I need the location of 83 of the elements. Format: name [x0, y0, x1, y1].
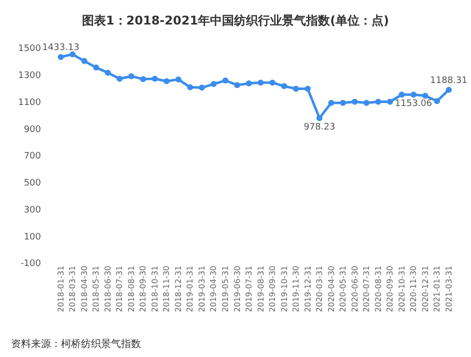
point: [316, 115, 322, 122]
point: [70, 51, 76, 58]
x-tick-label: 2021-01-31: [432, 266, 442, 312]
point: [352, 98, 358, 105]
x-tick-label: 2020-03-31: [315, 266, 324, 312]
point: [222, 78, 228, 84]
data-label: 1153.06: [394, 99, 432, 110]
point: [210, 81, 217, 88]
x-tick-label: 2019-04-30: [209, 266, 218, 312]
x-tick-label: 2020-07-31: [362, 266, 372, 312]
point: [422, 92, 428, 99]
point: [187, 84, 194, 90]
point: [234, 82, 240, 88]
point: [246, 80, 252, 86]
point: [128, 73, 134, 80]
point: [104, 70, 111, 76]
point: [58, 54, 64, 60]
x-tick-label: 2018-05-31: [92, 266, 101, 312]
point: [398, 92, 405, 98]
point: [164, 78, 170, 84]
point: [81, 58, 88, 64]
point: [116, 76, 123, 82]
x-tick-label: 2019-10-31: [280, 266, 289, 312]
y-tick-label: 500: [24, 178, 42, 189]
x-tick-label: 2018-06-30: [103, 266, 112, 312]
point: [258, 80, 264, 86]
y-tick-label: 700: [24, 152, 42, 162]
y-tick-label: 300: [24, 205, 42, 216]
y-tick-label: 1500: [18, 44, 42, 54]
point: [340, 100, 346, 106]
x-tick-label: 2020-05-31: [338, 266, 348, 312]
x-tick-label: 2019-11-30: [292, 266, 301, 312]
x-tick-label: 2019-09-30: [268, 266, 278, 312]
point: [281, 83, 288, 90]
x-tick-label: 2018-09-30: [138, 266, 148, 312]
point: [410, 92, 416, 98]
x-tick-label: 2019-12-31: [303, 266, 312, 312]
point: [93, 64, 100, 70]
x-tick-label: 2020-09-30: [386, 266, 395, 312]
point: [175, 76, 182, 82]
y-tick-label: 1100: [18, 98, 42, 108]
point: [363, 100, 370, 106]
x-tick-label: 2020-10-31: [397, 266, 406, 312]
x-tick-label: 2021-03-31: [444, 266, 454, 312]
x-tick-label: 2020-12-31: [420, 266, 430, 312]
x-tick-label: 2020-08-31: [374, 266, 383, 312]
data-label: 1433.13: [42, 42, 80, 53]
x-tick-label: 2018-04-30: [80, 266, 89, 312]
point: [386, 98, 393, 105]
x-tick-label: 2018-11-30: [162, 266, 172, 312]
x-tick-label: 2018-01-31: [56, 266, 66, 312]
point: [446, 86, 452, 93]
x-tick-label: 2018-10-31: [150, 266, 160, 312]
x-tick-label: 2018-08-31: [126, 266, 136, 312]
point: [152, 76, 158, 82]
point: [140, 76, 146, 82]
point: [304, 86, 311, 92]
y-tick-label: -100: [20, 259, 42, 270]
x-tick-label: 2019-07-31: [244, 266, 254, 312]
x-tick-label: 2019-08-31: [256, 266, 266, 312]
x-tick-label: 2019-05-31: [221, 266, 230, 312]
x-tick-label: 2018-07-31: [115, 266, 124, 312]
point: [269, 80, 276, 86]
y-tick-label: 100: [24, 232, 42, 242]
data-label: 978.23: [304, 122, 336, 133]
x-tick-label: 2018-03-31: [68, 266, 78, 312]
point: [375, 98, 382, 105]
point: [292, 86, 299, 92]
x-tick-label: 2019-01-31: [186, 266, 195, 312]
x-tick-label: 2020-06-30: [350, 266, 360, 312]
x-tick-label: 2018-12-31: [174, 266, 183, 312]
point: [198, 84, 205, 91]
point: [434, 98, 440, 104]
y-tick-label: 900: [24, 124, 42, 135]
chart-title: 图表1：2018-2021年中国纺织行业景气指数(单位：点): [82, 13, 390, 28]
x-tick-label: 2019-03-31: [197, 266, 206, 312]
x-tick-label: 2020-11-30: [409, 266, 418, 312]
y-tick-label: 1300: [18, 71, 42, 82]
x-tick-label: 2019-06-30: [232, 266, 242, 312]
point: [328, 100, 334, 106]
text: 资料来源：柯桥纺织景气指数: [11, 338, 141, 350]
x-tick-label: 2020-04-30: [326, 266, 336, 312]
data-label: 1188.31: [430, 76, 468, 86]
